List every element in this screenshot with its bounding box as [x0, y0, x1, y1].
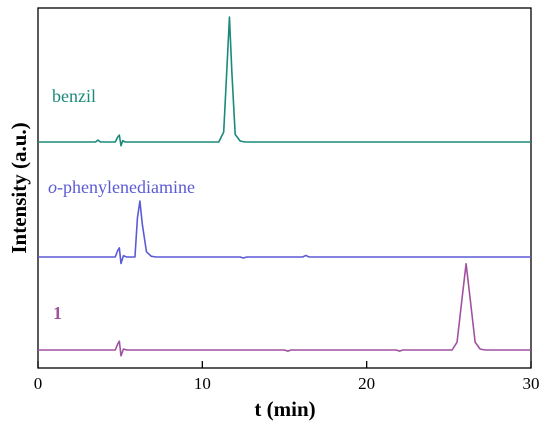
x-tick-label-0: 0	[34, 374, 43, 393]
series-line-1	[38, 16, 531, 147]
series-labels: benzil o-phenylenediamine 1	[48, 86, 195, 323]
x-axis-ticks	[37, 361, 532, 368]
x-tick-label-1: 10	[194, 374, 211, 393]
series-label-3: 1	[53, 303, 62, 323]
series-line-2	[38, 200, 531, 265]
series-label-1: benzil	[52, 86, 96, 106]
x-axis-tick-labels: 0 10 20 30	[34, 374, 540, 393]
x-tick-label-2: 20	[358, 374, 375, 393]
series-line-3	[38, 262, 531, 357]
y-axis-title: Intensity (a.u.)	[7, 122, 31, 253]
series-label-2: o-phenylenediamine	[48, 177, 195, 197]
series-traces	[38, 16, 531, 357]
plot-frame	[37, 7, 532, 369]
x-axis-title: t (min)	[254, 397, 315, 421]
x-tick-label-3: 30	[523, 374, 540, 393]
